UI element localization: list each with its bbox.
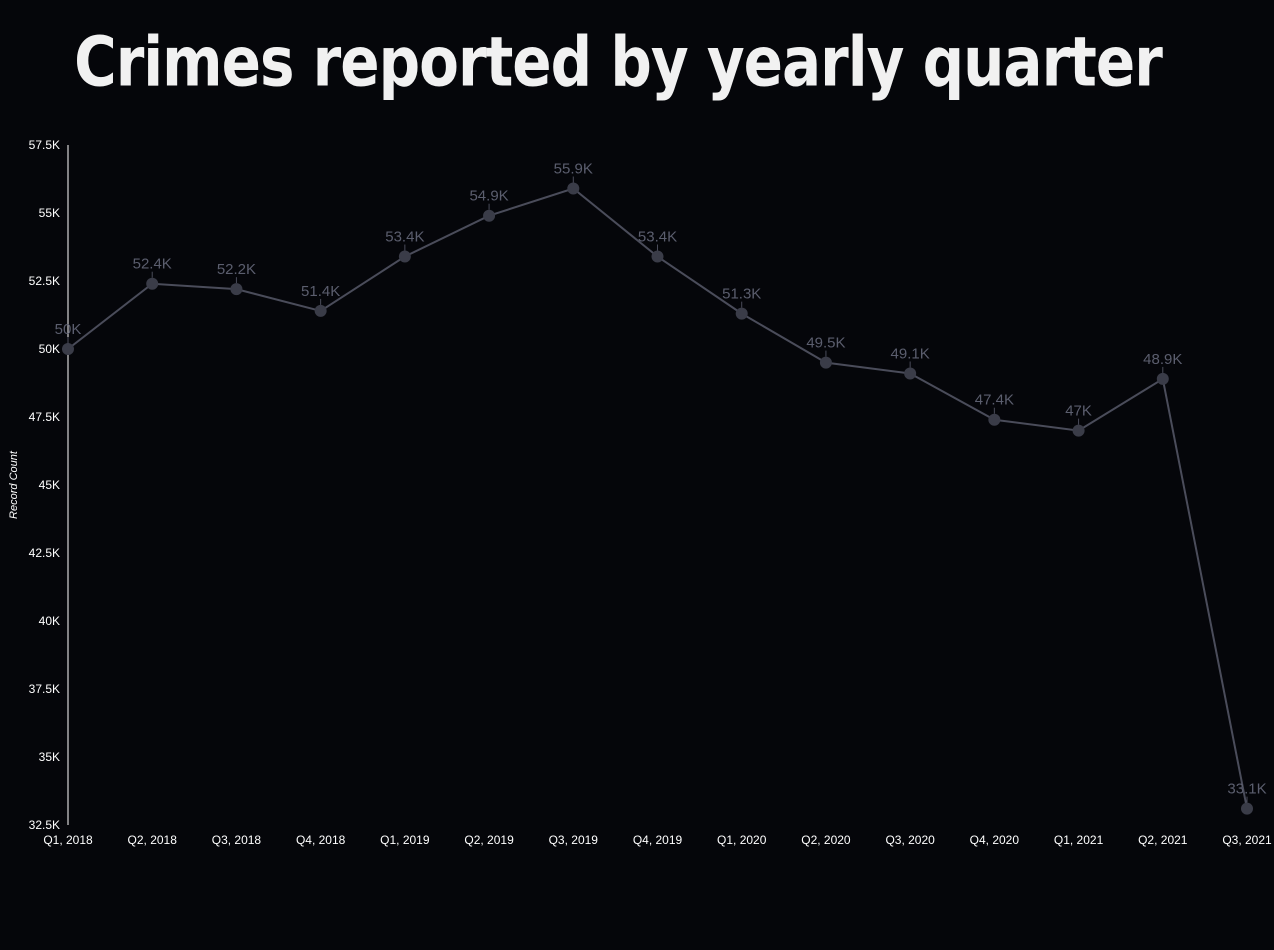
y-tick-label: 55K (39, 206, 60, 220)
data-label: 48.9K (1143, 351, 1182, 368)
y-tick-label: 37.5K (29, 682, 60, 696)
x-tick-label: Q2, 2019 (464, 833, 514, 847)
x-tick-label: Q3, 2020 (885, 833, 935, 847)
data-label: 47.4K (975, 392, 1014, 409)
data-point (146, 277, 159, 290)
data-point (230, 283, 243, 296)
data-label: 52.4K (133, 256, 172, 273)
data-point (1156, 372, 1169, 385)
y-tick-label: 40K (39, 614, 60, 628)
y-tick-label: 47.5K (29, 410, 60, 424)
x-tick-label: Q4, 2020 (970, 833, 1020, 847)
data-point (735, 307, 748, 320)
data-point (398, 250, 411, 263)
data-label: 55.9K (554, 161, 593, 178)
x-tick-label: Q1, 2021 (1054, 833, 1104, 847)
data-point (62, 343, 74, 355)
x-tick-label: Q2, 2021 (1138, 833, 1188, 847)
x-tick-label: Q3, 2021 (1222, 833, 1272, 847)
x-tick-label: Q2, 2020 (801, 833, 851, 847)
y-tick-label: 42.5K (29, 546, 60, 560)
x-tick-label: Q4, 2018 (296, 833, 346, 847)
y-axis-title: Record Count (8, 450, 20, 519)
data-point (483, 209, 496, 222)
y-tick-label: 52.5K (29, 274, 60, 288)
x-tick-label: Q3, 2019 (549, 833, 599, 847)
x-tick-label: Q3, 2018 (212, 833, 262, 847)
x-tick-label: Q1, 2020 (717, 833, 767, 847)
data-point (904, 367, 917, 380)
data-label: 51.4K (301, 283, 340, 300)
y-tick-label: 32.5K (29, 818, 60, 832)
data-point (567, 182, 580, 195)
x-tick-label: Q1, 2019 (380, 833, 430, 847)
x-tick-label: Q4, 2019 (633, 833, 683, 847)
series-line (67, 187, 1248, 809)
data-label: 54.9K (469, 188, 508, 205)
data-label: 49.1K (891, 345, 930, 362)
y-tick-label: 50K (39, 342, 60, 356)
x-tick-label: Q1, 2018 (43, 833, 93, 847)
x-tick-label: Q2, 2018 (128, 833, 178, 847)
data-label: 47K (1065, 403, 1092, 420)
data-point (988, 413, 1001, 426)
y-tick-label: 35K (39, 750, 60, 764)
data-label: 50K (55, 321, 82, 338)
data-point (1241, 802, 1253, 815)
y-tick-label: 57.5K (29, 138, 60, 152)
data-label: 52.2K (217, 261, 256, 278)
data-label: 33.1K (1227, 781, 1266, 798)
data-label: 53.4K (638, 229, 677, 246)
data-point (314, 304, 327, 317)
data-point (1072, 424, 1085, 437)
data-label: 51.3K (722, 286, 761, 303)
data-label: 49.5K (806, 335, 845, 352)
y-tick-label: 45K (39, 478, 60, 492)
data-point (819, 356, 832, 369)
chart-title: Crimes reported by yearly quarter (74, 22, 1163, 103)
data-point (651, 250, 664, 263)
data-label: 53.4K (385, 229, 424, 246)
